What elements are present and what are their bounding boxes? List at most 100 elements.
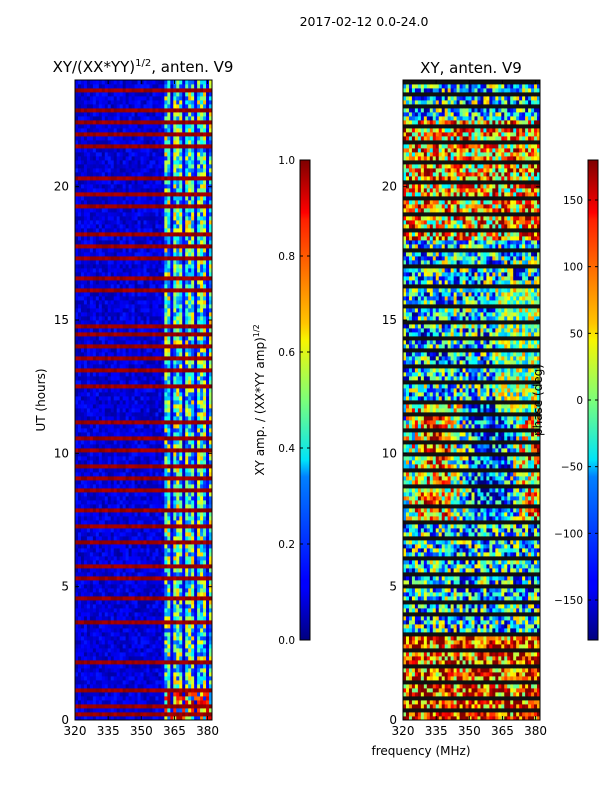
left-heatmap-cell xyxy=(209,580,212,585)
left-heatmap-cell xyxy=(107,692,112,697)
left-heatmap-cell xyxy=(167,456,171,461)
left-heatmap-cell xyxy=(200,404,204,409)
left-heatmap-cell xyxy=(149,448,153,453)
left-heatmap-cell xyxy=(164,604,168,609)
left-heatmap-cell xyxy=(83,536,88,541)
left-heatmap-cell xyxy=(176,288,180,293)
left-heatmap-cell xyxy=(80,416,85,421)
left-heatmap-cell xyxy=(182,512,186,517)
left-heatmap-cell xyxy=(134,576,138,581)
left-heatmap-cell xyxy=(116,544,121,549)
left-heatmap-cell xyxy=(110,688,115,693)
left-heatmap-cell xyxy=(200,608,204,613)
left-heatmap-cell xyxy=(167,540,171,545)
left-heatmap-cell xyxy=(137,672,141,677)
left-heatmap-cell xyxy=(95,468,100,473)
left-heatmap-cell xyxy=(143,340,147,345)
left-heatmap-cell xyxy=(110,340,115,345)
left-heatmap-cell xyxy=(149,560,153,565)
left-heatmap-cell xyxy=(134,696,138,701)
left-heatmap-cell xyxy=(140,488,144,493)
left-heatmap-cell xyxy=(200,484,204,489)
left-heatmap-cell xyxy=(110,428,115,433)
left-heatmap-cell xyxy=(107,360,112,365)
left-heatmap-cell xyxy=(200,672,204,677)
left-heatmap-cell xyxy=(158,632,162,637)
left-heatmap-cell xyxy=(140,608,144,613)
left-heatmap-cell xyxy=(155,300,159,305)
left-heatmap-cell xyxy=(182,392,186,397)
left-heatmap-cell xyxy=(149,616,153,621)
left-heatmap-cell xyxy=(137,336,141,341)
left-heatmap-cell xyxy=(185,344,189,349)
left-heatmap-cell xyxy=(155,288,159,293)
left-heatmap-cell xyxy=(113,344,118,349)
left-heatmap-cell xyxy=(167,368,171,373)
left-heatmap-cell xyxy=(125,660,130,665)
left-heatmap-cell xyxy=(167,400,171,405)
left-heatmap-cell xyxy=(155,428,159,433)
left-heatmap-cell xyxy=(131,432,135,437)
left-heatmap-cell xyxy=(128,684,132,689)
left-heatmap-cell xyxy=(170,540,174,545)
left-heatmap-cell xyxy=(134,500,138,505)
left-heatmap-cell xyxy=(209,508,212,513)
left-heatmap-cell xyxy=(89,544,94,549)
left-heatmap-cell xyxy=(86,576,91,581)
left-heatmap-cell xyxy=(116,600,121,605)
left-heatmap-cell xyxy=(161,644,165,649)
left-heatmap-cell xyxy=(128,656,132,661)
left-heatmap-cell xyxy=(119,432,124,437)
left-heatmap-cell xyxy=(116,628,121,633)
left-heatmap-cell xyxy=(92,656,97,661)
left-heatmap-cell xyxy=(128,700,132,705)
left-heatmap-cell xyxy=(191,288,195,293)
left-heatmap-cell xyxy=(203,688,207,693)
left-heatmap-cell xyxy=(155,296,159,301)
left-heatmap-cell xyxy=(197,620,201,625)
left-heatmap-cell xyxy=(182,432,186,437)
left-heatmap-cell xyxy=(143,436,147,441)
left-heatmap-cell xyxy=(140,336,144,341)
left-heatmap-cell xyxy=(75,708,79,713)
left-heatmap-cell xyxy=(170,708,174,713)
left-heatmap-cell xyxy=(104,492,109,497)
left-heatmap-cell xyxy=(80,568,85,573)
left-heatmap-cell xyxy=(161,600,165,605)
left-heatmap-cell xyxy=(75,288,79,293)
left-heatmap-cell xyxy=(200,580,204,585)
left-heatmap-cell xyxy=(149,304,153,309)
left-heatmap-cell xyxy=(86,600,91,605)
left-heatmap-cell xyxy=(191,424,195,429)
left-heatmap-cell xyxy=(191,696,195,701)
left-heatmap-cell xyxy=(140,604,144,609)
left-heatmap-cell xyxy=(137,376,141,381)
left-heatmap-cell xyxy=(164,516,168,521)
left-heatmap-cell xyxy=(113,420,118,425)
left-heatmap-cell xyxy=(116,372,121,377)
left-heatmap-cell xyxy=(77,344,82,349)
left-heatmap-cell xyxy=(143,396,147,401)
left-heatmap-cell xyxy=(197,304,201,309)
left-heatmap-cell xyxy=(110,380,115,385)
left-heatmap-cell xyxy=(167,484,171,489)
left-heatmap-cell xyxy=(206,328,210,333)
left-heatmap-cell xyxy=(80,340,85,345)
left-heatmap-cell xyxy=(140,408,144,413)
left-heatmap-cell xyxy=(170,416,174,421)
left-heatmap-cell xyxy=(146,548,150,553)
left-heatmap-cell xyxy=(188,580,192,585)
left-heatmap-cell xyxy=(80,616,85,621)
left-heatmap-cell xyxy=(209,360,212,365)
left-heatmap-cell xyxy=(164,336,168,341)
left-heatmap-cell xyxy=(185,656,189,661)
left-heatmap-cell xyxy=(134,408,138,413)
left-heatmap-cell xyxy=(104,308,109,313)
left-heatmap-cell xyxy=(104,668,109,673)
left-heatmap-cell xyxy=(149,348,153,353)
left-heatmap-cell xyxy=(149,660,153,665)
left-heatmap-cell xyxy=(206,580,210,585)
left-heatmap-cell xyxy=(200,576,204,581)
left-heatmap-cell xyxy=(89,588,94,593)
left-heatmap-cell xyxy=(137,600,141,605)
